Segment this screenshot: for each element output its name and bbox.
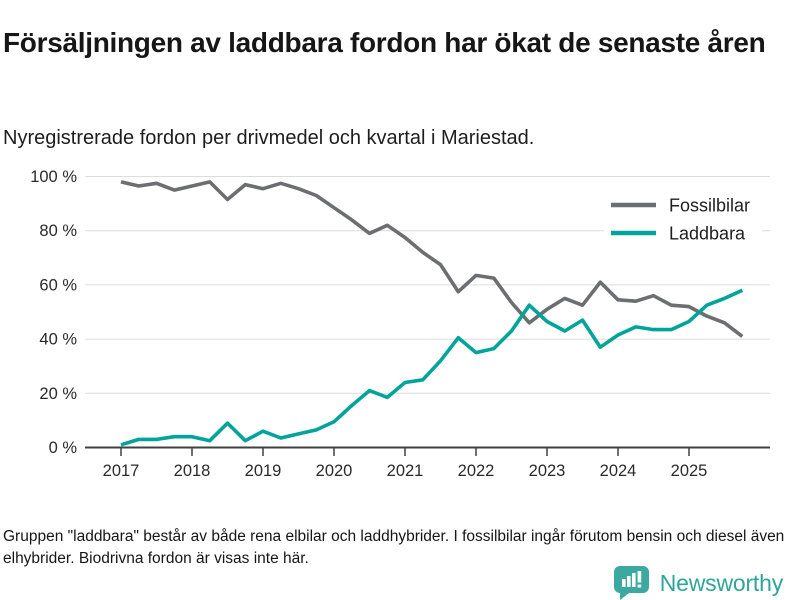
series-line-fossilbilar (120, 180, 744, 338)
x-axis-tick-label: 2018 (174, 462, 211, 480)
brand-name: Newsworthy (659, 569, 783, 596)
newsworthy-logo-icon (613, 566, 649, 600)
legend-background (604, 186, 762, 248)
line-chart: 0 % 20 % 40 % 60 % 80 % 100 % 2017 2018 2019 2020… (30, 168, 770, 480)
x-axis-tick-label: 2025 (671, 462, 708, 480)
y-axis-tick-label: 60 % (39, 276, 77, 294)
x-axis-tick-label: 2021 (387, 462, 424, 480)
x-axis-tick-label: 2020 (316, 462, 353, 480)
page-title: Försäljningen av laddbara fordon har öka… (3, 26, 766, 58)
logo-bubble-shape (613, 566, 649, 600)
footnote: Gruppen "laddbara" består av både rena e… (3, 528, 785, 567)
y-axis-tick-label: 20 % (39, 385, 77, 403)
series-line-laddbara (120, 288, 744, 447)
y-axis-tick-label: 80 % (39, 222, 77, 240)
x-axis-tick-label: 2024 (600, 462, 637, 480)
y-axis-tick-label: 40 % (39, 331, 77, 349)
logo-bars (621, 571, 641, 588)
x-axis-tick-label: 2019 (245, 462, 282, 480)
newsworthy-branding: Newsworthy (613, 566, 783, 600)
x-axis-tick-label: 2017 (103, 462, 140, 480)
x-axis-tick-label: 2023 (529, 462, 566, 480)
x-axis-tick-label: 2022 (458, 462, 495, 480)
y-axis-tick-label: 100 % (30, 168, 77, 186)
legend-label-laddbara: Laddbara (669, 224, 746, 244)
legend-label-fossilbilar: Fossilbilar (669, 196, 750, 216)
y-axis-tick-label: 0 % (49, 439, 78, 457)
chart-subtitle: Nyregistrerade fordon per drivmedel och … (3, 127, 535, 149)
